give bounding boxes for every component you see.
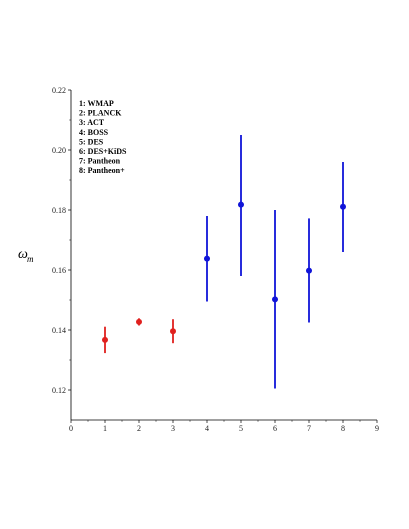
y-axis-label-text: ω — [18, 247, 28, 262]
x-tick-label: 9 — [375, 424, 379, 433]
y-tick-label: 0.14 — [52, 326, 66, 335]
legend-entry: 8: Pantheon+ — [79, 166, 125, 175]
data-point — [272, 296, 278, 303]
data-point — [204, 255, 210, 262]
data-point — [102, 336, 108, 343]
y-tick-label: 0.12 — [52, 386, 66, 395]
y-tick-label: 0.18 — [52, 206, 66, 215]
y-tick-label: 0.16 — [52, 266, 66, 275]
x-tick-label: 3 — [171, 424, 175, 433]
x-tick-label: 6 — [273, 424, 277, 433]
y-tick-label: 0.20 — [52, 146, 66, 155]
data-point — [170, 328, 176, 335]
legend-entry: 2: PLANCK — [79, 109, 122, 118]
x-tick-label: 8 — [341, 424, 345, 433]
x-tick-label: 4 — [205, 424, 209, 433]
y-axis-label: ω m — [18, 247, 34, 264]
x-tick-label: 5 — [239, 424, 243, 433]
chart-axes: 0 1 2 3 4 5 6 7 8 9 0.12 0.14 0.16 0.18 0.20 0.22 — [52, 86, 379, 433]
legend-entry: 3: ACT — [79, 118, 105, 127]
x-tick-label: 0 — [69, 424, 73, 433]
data-point — [136, 318, 142, 325]
legend-entry: 6: DES+KiDS — [79, 147, 127, 156]
y-axis-label-subscript: m — [27, 254, 34, 264]
x-tick-label: 2 — [137, 424, 141, 433]
y-tick-label: 0.22 — [52, 86, 66, 95]
legend-entry: 5: DES — [79, 137, 104, 146]
chart-marks — [102, 135, 346, 389]
x-tick-label: 1 — [103, 424, 107, 433]
x-tick-label: 7 — [307, 424, 311, 433]
legend-entry: 4: BOSS — [79, 128, 109, 137]
data-point — [238, 201, 244, 208]
legend-entry: 1: WMAP — [79, 99, 114, 108]
data-point — [306, 267, 312, 274]
legend-entry: 7: Pantheon — [79, 157, 121, 166]
data-point — [340, 203, 346, 210]
